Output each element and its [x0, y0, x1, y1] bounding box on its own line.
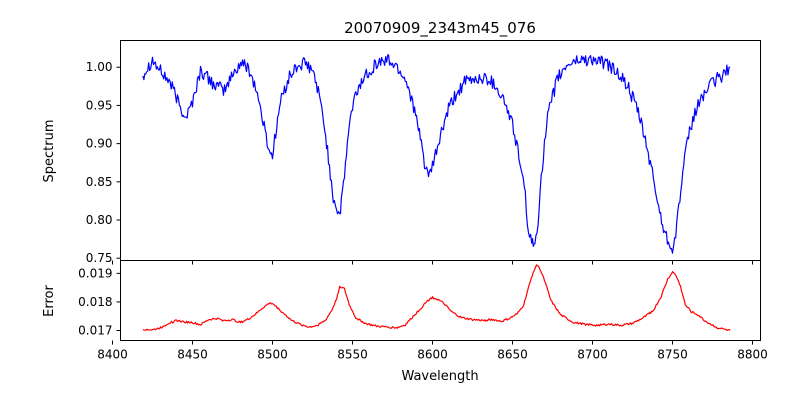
- spectrum-y-axis-label: Spectrum: [42, 120, 57, 183]
- spectrum-y-tick-label: 0.80: [86, 213, 113, 227]
- error-y-tick-label: 0.019: [78, 266, 112, 280]
- x-tick-label: 8650: [497, 348, 528, 362]
- chart-title: 20070909_2343m45_076: [344, 19, 536, 38]
- x-tick-label: 8750: [657, 348, 688, 362]
- spectrum-y-tick-label: 0.95: [86, 98, 113, 112]
- error-y-tick-label: 0.017: [78, 324, 112, 338]
- spectrum-y-tick-label: 0.85: [86, 175, 113, 189]
- spectrum-y-tick-label: 0.75: [86, 251, 113, 265]
- x-tick-label: 8700: [577, 348, 608, 362]
- spectrum-panel-frame: [120, 40, 761, 261]
- x-tick-label: 8500: [257, 348, 288, 362]
- x-tick-label: 8450: [177, 348, 208, 362]
- x-tick-label: 8400: [97, 348, 128, 362]
- x-axis-label: Wavelength: [401, 369, 478, 384]
- error-panel: 8400 8450 8500 8550 8600 8650 8700 8750 8800 0.01…: [78, 264, 768, 362]
- x-tick-label: 8550: [337, 348, 368, 362]
- x-tick-label: 8800: [737, 348, 768, 362]
- spectrum-y-tick-label: 1.00: [86, 60, 113, 74]
- x-tick-label: 8600: [417, 348, 448, 362]
- error-panel-frame: [120, 260, 761, 341]
- error-y-tick-label: 0.018: [78, 295, 112, 309]
- spectrum-series-line: [142, 54, 731, 254]
- spectrum-y-tick-label: 0.90: [86, 137, 113, 151]
- error-series-line: [142, 264, 731, 332]
- error-y-axis-label: Error: [42, 285, 57, 317]
- spectrum-panel: 0.75 0.80 0.85 0.90 0.95 1.00: [86, 54, 753, 265]
